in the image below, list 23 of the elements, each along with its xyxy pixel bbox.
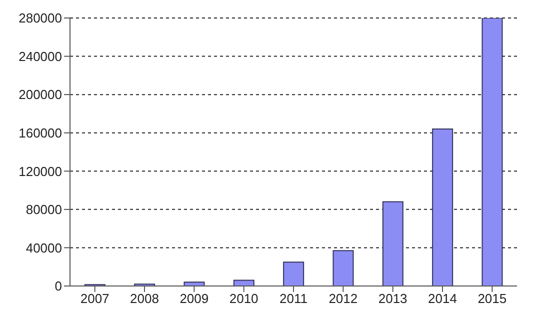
x-tick-label: 2010 [229,291,258,306]
x-tick-label: 2008 [130,291,159,306]
bar [432,128,454,286]
x-tick-label: 2011 [280,291,308,306]
bar [482,18,503,286]
bar [184,282,205,286]
y-tick-label: 160000 [18,125,62,140]
y-tick-label: 200000 [18,87,62,102]
y-tick-label: 120000 [18,164,62,179]
y-tick-label: 0 [54,278,62,294]
x-tick-label: 2013 [378,291,408,306]
x-tick-label: 2014 [428,291,457,306]
bar [283,262,304,286]
bar [382,201,404,286]
y-tick-label: 280000 [18,10,62,26]
x-tick-label: 2015 [478,291,507,306]
x-tick-label: 2007 [80,291,110,306]
x-tick-label: 2009 [180,291,209,306]
y-tick-label: 80000 [26,202,62,218]
y-tick-label: 240000 [18,48,62,64]
bar [332,250,354,286]
y-tick-label: 40000 [26,240,62,256]
x-tick-label: 2012 [328,291,358,306]
